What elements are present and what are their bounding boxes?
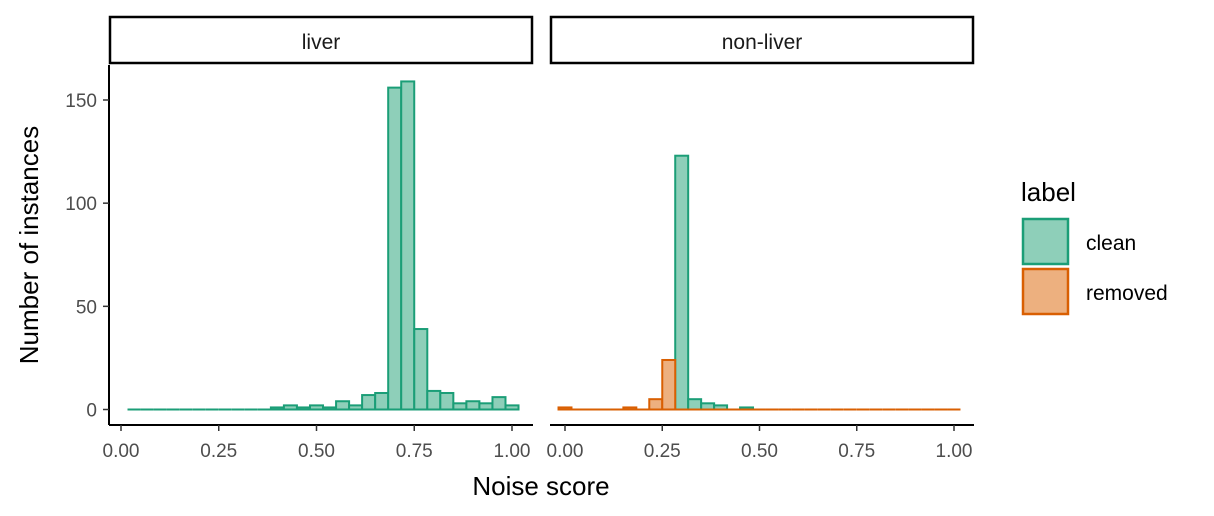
y-tick-label: 150 xyxy=(65,91,97,112)
histogram-bar xyxy=(322,406,338,411)
x-tick-label: 1.00 xyxy=(494,441,531,462)
histogram-bar xyxy=(648,398,664,411)
legend-key xyxy=(1021,267,1070,316)
histogram-bar xyxy=(348,404,364,411)
histogram-bar xyxy=(439,391,455,411)
y-tick-label: 100 xyxy=(65,194,97,215)
histogram-bar xyxy=(504,404,520,411)
facet-strip xyxy=(549,15,975,65)
histogram-bar xyxy=(400,80,416,411)
histogram-bar xyxy=(674,154,690,411)
x-tick-label: 1.00 xyxy=(936,441,973,462)
legend-title: label xyxy=(1021,177,1076,207)
histogram-bar xyxy=(295,406,311,411)
y-tick-label: 50 xyxy=(76,297,97,318)
legend-item-clean: clean xyxy=(1021,217,1136,266)
histogram-bar xyxy=(426,389,442,411)
legend-label: clean xyxy=(1086,232,1136,255)
facet-panel-liver: liver 0.00 0.25 0.50 0.75 1.00 xyxy=(103,15,534,462)
x-tick-label: 0.75 xyxy=(838,441,875,462)
x-tick-label: 0.75 xyxy=(396,441,433,462)
series-clean xyxy=(558,154,755,411)
legend-item-removed: removed xyxy=(1021,267,1168,316)
facet-panel-non-liver: non-liver 0.00 0.25 0.50 0.75 1.00 xyxy=(547,15,975,462)
series-removed xyxy=(557,358,961,411)
y-axis-title: Number of instances xyxy=(14,126,44,364)
legend-key xyxy=(1021,217,1070,266)
histogram-bar xyxy=(374,391,390,411)
histogram-bar xyxy=(452,402,468,411)
histogram-bar xyxy=(282,404,298,411)
histogram-bar xyxy=(622,406,638,411)
histogram-bar xyxy=(413,328,429,411)
histogram-bar xyxy=(269,406,285,411)
facet-strip-label: liver xyxy=(302,31,341,54)
histogram-bar xyxy=(661,358,677,411)
facet-strip xyxy=(108,15,534,65)
x-tick-label: 0.00 xyxy=(547,441,584,462)
histogram-bar xyxy=(308,404,325,411)
histogram-bar xyxy=(478,402,494,411)
panels-layer: liver 0.00 0.25 0.50 0.75 1.00 non-liver 0.00 0.… xyxy=(103,15,975,462)
x-tick-label: 0.50 xyxy=(298,441,335,462)
y-axis: 0 50 100 150 xyxy=(65,65,110,425)
x-tick-label: 0.25 xyxy=(644,441,681,462)
x-axis-title: Noise score xyxy=(472,471,609,501)
histogram-bar xyxy=(335,400,351,411)
x-tick-label: 0.25 xyxy=(200,441,237,462)
histogram-bar xyxy=(361,394,377,411)
series-clean xyxy=(127,80,520,411)
histogram-bar xyxy=(465,400,481,411)
histogram-bar xyxy=(687,398,703,411)
x-tick-label: 0.00 xyxy=(103,441,140,462)
x-tick-label: 0.50 xyxy=(741,441,778,462)
legend-items: clean removed xyxy=(1021,217,1168,316)
y-tick-label: 0 xyxy=(86,401,97,422)
histogram-bar xyxy=(387,86,403,411)
histogram-bar xyxy=(557,406,573,411)
legend: label clean removed xyxy=(1021,177,1168,316)
histogram-bar xyxy=(491,396,507,411)
legend-label: removed xyxy=(1086,282,1168,305)
facet-strip-label: non-liver xyxy=(722,31,803,54)
